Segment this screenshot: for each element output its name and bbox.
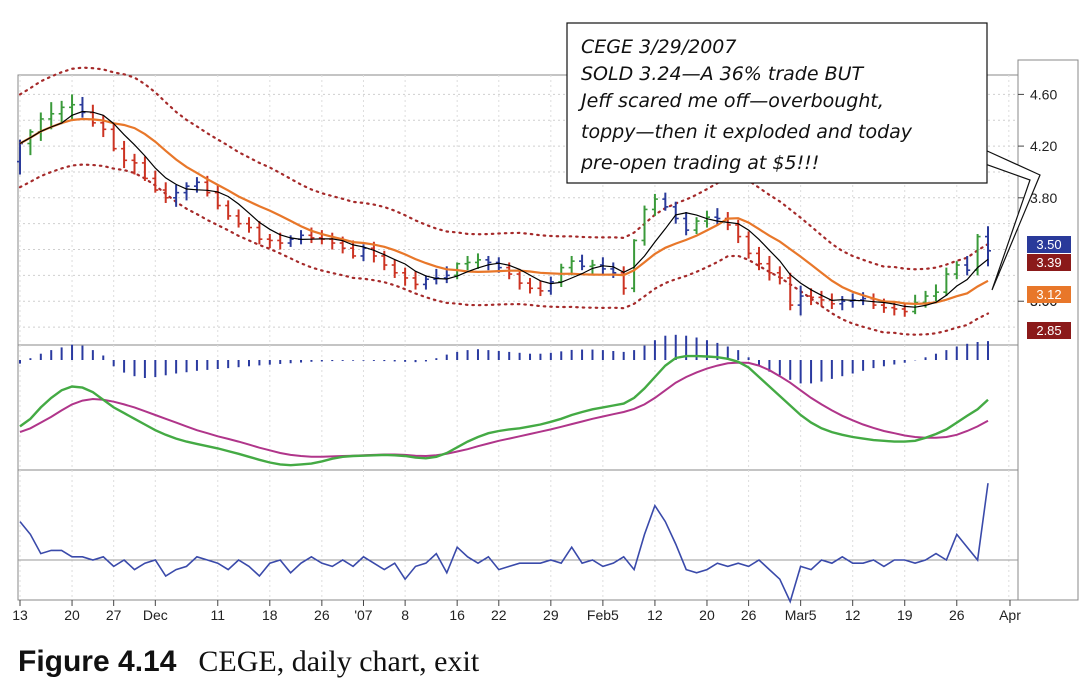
- x-axis-label: 26: [741, 607, 757, 623]
- price-tag: [1027, 254, 1071, 271]
- fast-ma-line: [19, 110, 989, 308]
- x-axis-label: 19: [897, 607, 913, 623]
- price-tag-label: 3.39: [1036, 255, 1061, 270]
- lower-envelope-line: [18, 163, 990, 336]
- x-axis-label: 8: [401, 607, 409, 623]
- x-axis-label: 11: [210, 607, 225, 623]
- x-axis-label: Mar5: [785, 607, 817, 623]
- annotation-line-3: Jeff scared me off—overbought,: [577, 90, 884, 112]
- price-tag-label: 2.85: [1036, 323, 1061, 338]
- plot-frame-lower: [17, 469, 1019, 601]
- annotation-callout: CEGE 3/29/2007 SOLD 3.24—A 36% trade BUT…: [566, 22, 1041, 291]
- price-tag-label: 3.50: [1036, 237, 1061, 252]
- gridlines: [18, 75, 1018, 600]
- x-axis-label: 26: [949, 607, 965, 623]
- figure-caption: Figure 4.14 CEGE, daily chart, exit: [18, 645, 479, 679]
- x-axis-label: 16: [449, 607, 465, 623]
- macd-line: [19, 354, 989, 467]
- x-axis-label: 18: [262, 607, 278, 623]
- price-tag: [1027, 236, 1071, 253]
- price-tag: [1027, 322, 1071, 339]
- x-axis-label: Feb5: [587, 607, 619, 623]
- slow-ma-line: [19, 117, 989, 306]
- price-tag-label: 3.12: [1036, 287, 1061, 302]
- x-axis-label: '07: [354, 607, 372, 623]
- x-axis-label: 27: [106, 607, 122, 623]
- x-axis-label: 13: [12, 607, 28, 623]
- plot-frame-macd: [17, 344, 1019, 471]
- figure-label: Figure 4.14: [18, 645, 177, 678]
- annotation-line-5: pre-open trading at $5!!!: [580, 152, 819, 174]
- x-axis-label: 12: [845, 607, 861, 623]
- x-axis-label: 12: [647, 607, 663, 623]
- upper-envelope-line: [18, 66, 990, 271]
- caption-text: CEGE, daily chart, exit: [198, 645, 480, 678]
- x-axis-label: 20: [699, 607, 715, 623]
- x-axis-label: Apr: [999, 607, 1021, 623]
- x-axis-label: 22: [491, 607, 507, 623]
- annotation-line-4: toppy—then it exploded and today: [581, 121, 913, 143]
- price-axis-label: 3.80: [1030, 190, 1057, 206]
- chart-series: [17, 66, 1018, 604]
- price-axis-label: 4.60: [1030, 86, 1057, 102]
- x-axis-label: 20: [64, 607, 80, 623]
- axis-labels: 4.604.203.803.00132027Dec111826'07816222…: [12, 86, 1057, 623]
- x-axis-label: 29: [543, 607, 559, 623]
- annotation-line-2: SOLD 3.24—A 36% trade BUT: [581, 63, 865, 85]
- price-tag: [1027, 286, 1071, 303]
- price-tags: 3.50 3.39 3.12 2.85: [1027, 236, 1071, 339]
- x-axis-label: 26: [314, 607, 330, 623]
- signal-line: [19, 361, 989, 458]
- price-axis-label: 4.20: [1030, 138, 1057, 154]
- lower-indicator-line: [19, 483, 989, 604]
- callout-box: [566, 22, 988, 184]
- stock-chart: 4.604.203.803.00132027Dec111826'07816222…: [12, 22, 1079, 623]
- x-axis-label: Dec: [143, 607, 168, 623]
- annotation-line-1: CEGE 3/29/2007: [581, 36, 736, 58]
